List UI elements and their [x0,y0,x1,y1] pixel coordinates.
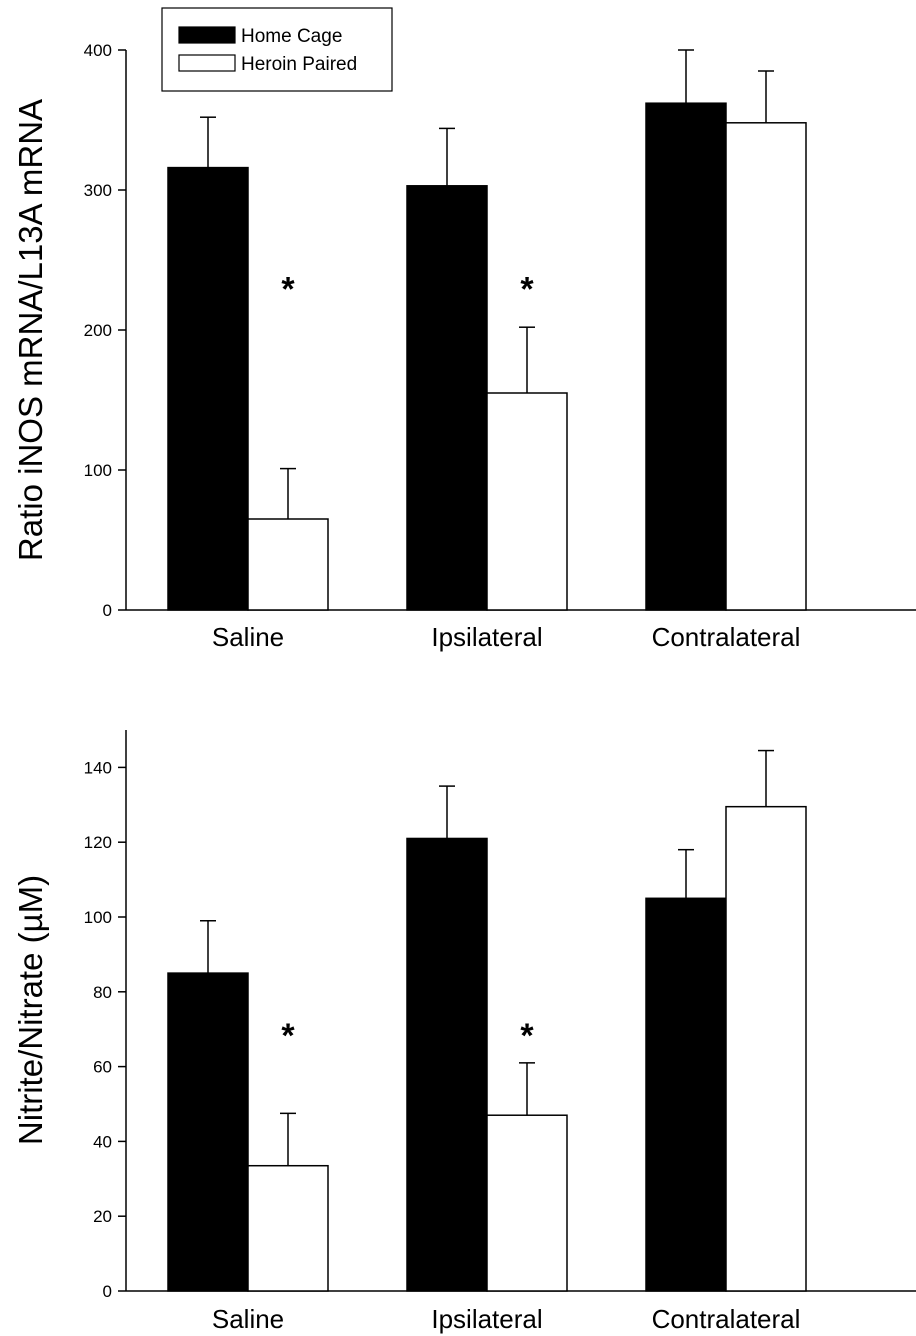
category-label: Ipsilateral [431,622,542,652]
y-tick-label: 80 [93,983,112,1002]
bar-heroin-paired [247,1164,329,1292]
category-label: Saline [212,1304,284,1334]
y-tick-label: 100 [84,461,112,480]
bar-heroin-paired [725,122,807,611]
significance-asterisk: * [520,1017,534,1055]
bar-home-cage [167,166,249,611]
y-tick-label: 0 [103,1282,112,1301]
significance-asterisk: * [281,1017,295,1055]
y-tick-label: 140 [84,758,112,777]
bar-home-cage [645,897,727,1292]
y-tick-label: 60 [93,1058,112,1077]
y-tick-label: 40 [93,1132,112,1151]
legend-label: Heroin Paired [241,54,357,75]
legend-swatch [178,26,236,44]
legend-box [161,7,393,92]
y-axis-title: Ratio iNOS mRNA/L13A mRNA [12,99,49,561]
y-tick-label: 300 [84,181,112,200]
bar-home-cage [167,972,249,1292]
significance-asterisk: * [520,270,534,308]
legend-swatch [178,54,236,72]
category-label: Contralateral [652,1304,801,1334]
chart-nitrite-nitrate: 0 20 40 60 80 100 120 140 Nitrite/Nitrate (µM) Sa… [12,730,916,1334]
category-label: Ipsilateral [431,1304,542,1334]
category-label: Saline [212,622,284,652]
bar-heroin-paired [725,805,807,1292]
bar-heroin-paired [247,518,329,611]
y-tick-label: 120 [84,833,112,852]
y-axis-title: Nitrite/Nitrate (µM) [12,875,49,1145]
bar-home-cage [406,185,488,611]
bar-heroin-paired [486,392,568,611]
y-tick-label: 20 [93,1207,112,1226]
significance-asterisk: * [281,270,295,308]
bar-home-cage [645,102,727,611]
bar-home-cage [406,837,488,1292]
chart-inos-ratio: 0 100 200 300 400 Ratio iNOS mRNA/L13A mRNA Sa… [12,7,916,652]
bar-heroin-paired [486,1114,568,1292]
y-tick-label: 400 [84,41,112,60]
y-tick-label: 0 [103,601,112,620]
y-tick-label: 100 [84,908,112,927]
legend-label: Home Cage [241,26,342,47]
y-tick-label: 200 [84,321,112,340]
category-label: Contralateral [652,622,801,652]
